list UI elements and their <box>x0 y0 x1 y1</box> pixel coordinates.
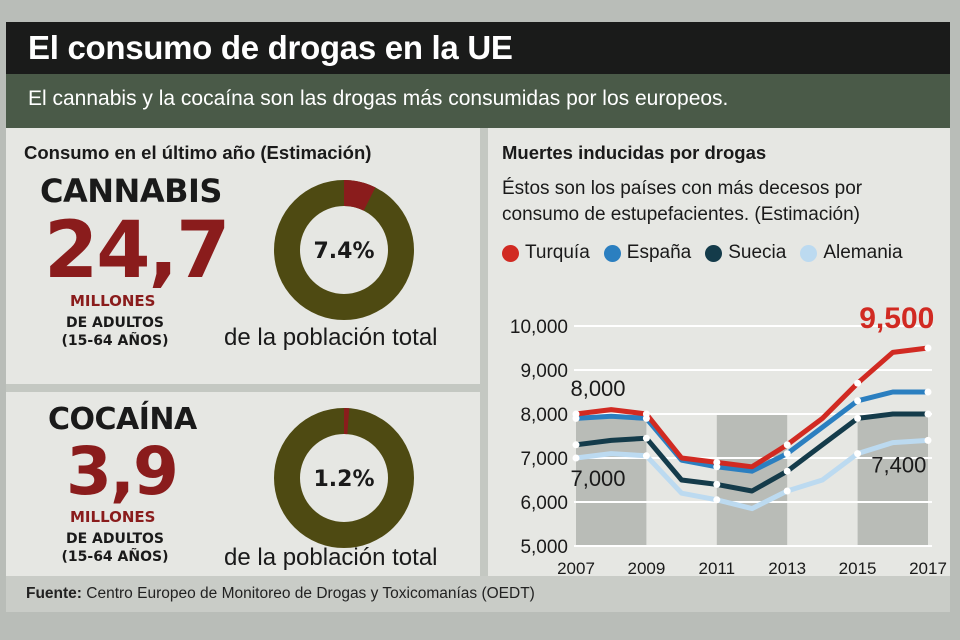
x-tick-label: 2017 <box>909 559 947 578</box>
legend-item-espana: España <box>603 242 692 264</box>
data-point <box>713 480 721 488</box>
chart-annotation: 7,000 <box>570 466 625 491</box>
cocaine-name: COCAÍNA <box>48 402 197 437</box>
y-tick-label: 5,000 <box>520 537 568 558</box>
data-point <box>783 467 791 475</box>
consumption-section-title: Consumo en el último año (Estimación) <box>24 142 372 163</box>
cocaine-population-text: de la población total <box>224 544 438 571</box>
chart-annotation: 8,000 <box>570 376 625 401</box>
legend-swatch-espana <box>603 244 621 262</box>
series-line-turquía <box>573 345 931 470</box>
chart-annotation: 9,500 <box>859 302 934 335</box>
cocaine-donut: 1.2% <box>274 408 414 548</box>
cocaine-adults: DE ADULTOS (15-64 AÑOS) <box>50 530 180 566</box>
data-point <box>783 487 791 495</box>
data-point <box>854 397 862 405</box>
source-footer: Fuente: Centro Europeo de Monitoreo de D… <box>6 576 950 612</box>
y-tick-label: 8,000 <box>520 405 568 426</box>
x-tick-label: 2007 <box>557 559 595 578</box>
data-point <box>854 414 862 422</box>
legend-label-alemania: Alemania <box>823 242 903 263</box>
page-subtitle: El cannabis y la cocaína son las drogas … <box>6 74 950 128</box>
chart-subtitle: Éstos son los países con más decesos por… <box>502 178 863 225</box>
cocaine-unit: MILLONES <box>70 508 156 526</box>
x-tick-label: 2009 <box>627 559 665 578</box>
cocaine-adults-line1: DE ADULTOS <box>65 531 165 547</box>
data-point <box>713 463 721 471</box>
data-point <box>713 496 721 504</box>
cannabis-adults-line1: DE ADULTOS <box>65 315 165 331</box>
cocaine-value: 3,9 <box>66 433 179 510</box>
x-tick-label: 2015 <box>839 559 877 578</box>
data-point <box>924 436 932 444</box>
y-tick-label: 10,000 <box>510 317 568 338</box>
y-tick-label: 9,000 <box>520 361 568 382</box>
cocaine-adults-line2: (15-64 AÑOS) <box>61 549 169 565</box>
cocaine-percent-label: 1.2% <box>313 467 374 492</box>
data-point <box>642 434 650 442</box>
data-point <box>572 441 580 449</box>
chart-annotation: 7,400 <box>871 452 926 477</box>
series-line-españa <box>573 389 931 474</box>
data-point <box>642 414 650 422</box>
data-point <box>572 454 580 462</box>
data-point <box>854 379 862 387</box>
data-point <box>854 450 862 458</box>
data-point <box>783 450 791 458</box>
y-tick-label: 6,000 <box>520 493 568 514</box>
cannabis-panel: Consumo en el último año (Estimación) CA… <box>6 128 480 384</box>
cannabis-adults-line2: (15-64 AÑOS) <box>61 333 169 349</box>
cannabis-adults: DE ADULTOS (15-64 AÑOS) <box>50 314 180 350</box>
data-point <box>642 452 650 460</box>
chart-band <box>857 414 928 546</box>
x-tick-label: 2013 <box>768 559 806 578</box>
chart-title: Muertes inducidas por drogas <box>502 142 767 163</box>
cannabis-unit: MILLONES <box>70 292 156 310</box>
deaths-chart-panel: Muertes inducidas por drogas Éstos son l… <box>488 128 950 586</box>
cannabis-population-text: de la población total <box>224 324 438 351</box>
legend-label-suecia: Suecia <box>728 242 787 263</box>
data-point <box>783 441 791 449</box>
infographic: El consumo de drogas en la UE El cannabi… <box>6 22 950 612</box>
legend-label-espana: España <box>626 242 692 263</box>
legend-swatch-alemania <box>800 244 818 262</box>
chart-band <box>576 414 647 546</box>
cannabis-donut-slice <box>344 180 376 211</box>
data-point <box>924 388 932 396</box>
legend-label-turquia: Turquía <box>525 242 590 263</box>
data-point <box>924 344 932 352</box>
column-divider <box>480 128 488 586</box>
legend-item-turquia: Turquía <box>502 242 590 264</box>
series-line-suecia <box>573 411 931 494</box>
x-tick-label: 2011 <box>699 559 736 578</box>
panel-divider <box>6 384 480 392</box>
cocaine-panel: COCAÍNA 3,9 MILLONES DE ADULTOS (15-64 A… <box>6 392 480 586</box>
cannabis-name: CANNABIS <box>40 172 222 210</box>
cannabis-value: 24,7 <box>44 206 230 296</box>
source-label: Fuente: <box>26 585 82 602</box>
data-point <box>572 414 580 422</box>
cannabis-percent-label: 7.4% <box>313 239 374 264</box>
source-text: Centro Europeo de Monitoreo de Drogas y … <box>86 585 535 602</box>
y-tick-label: 7,000 <box>520 449 568 470</box>
legend-swatch-suecia <box>705 244 723 262</box>
legend-item-suecia: Suecia <box>705 242 786 264</box>
page-title: El consumo de drogas en la UE <box>6 22 950 74</box>
chart-legend: Turquía España Suecia Alemania <box>502 242 903 264</box>
series-line-alemania <box>573 437 931 512</box>
legend-item-alemania: Alemania <box>800 242 903 264</box>
legend-swatch-turquia <box>502 244 519 262</box>
cocaine-donut-slice <box>344 408 350 435</box>
data-point <box>924 410 932 418</box>
cannabis-donut: 7.4% <box>274 180 414 320</box>
